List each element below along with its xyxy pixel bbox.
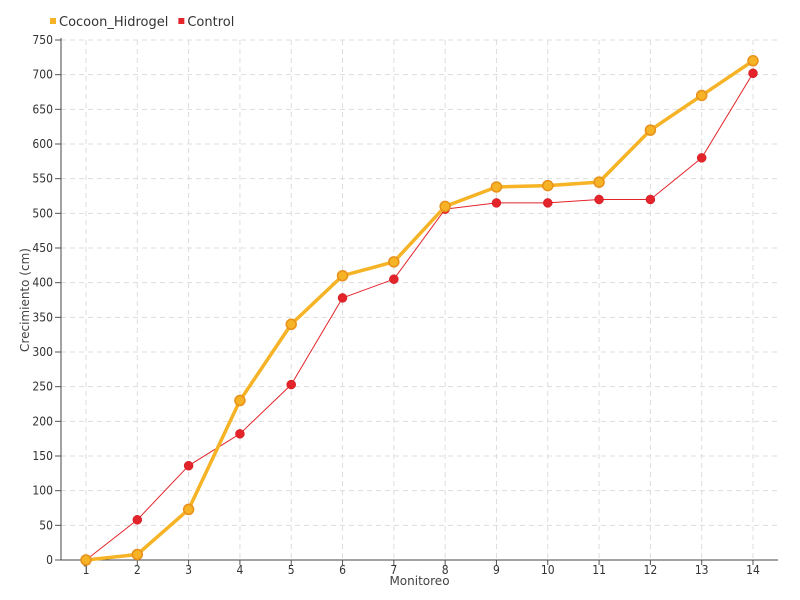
data-point-cocoon-hidrogel[interactable]	[644, 124, 657, 136]
y-axis-title: Crecimiento (cm)	[18, 248, 32, 352]
x-tick-label: 6	[339, 563, 346, 577]
y-tick-label: 600	[32, 137, 53, 151]
data-point-cocoon-hidrogel[interactable]	[182, 503, 195, 516]
x-tick-label: 7	[390, 563, 397, 577]
x-tick-label: 14	[746, 563, 760, 577]
x-tick-label: 10	[541, 563, 555, 577]
data-point-control[interactable]	[543, 198, 553, 208]
x-tick-label: 9	[493, 563, 500, 577]
y-tick-label: 250	[32, 380, 53, 394]
x-tick-label: 12	[644, 563, 658, 577]
data-point-cocoon-hidrogel[interactable]	[234, 394, 246, 407]
x-tick-label: 4	[236, 563, 243, 577]
data-point-cocoon-hidrogel[interactable]	[747, 55, 759, 67]
legend-item-cocoon-hidrogel[interactable]: Cocoon_Hidrogel	[50, 15, 168, 30]
x-tick-label: 3	[185, 563, 192, 577]
series-cocoon-hidrogel	[80, 55, 759, 566]
data-point-control[interactable]	[183, 460, 194, 471]
y-tick-label: 150	[32, 449, 53, 463]
y-tick-label: 200	[32, 414, 53, 428]
data-point-cocoon-hidrogel[interactable]	[80, 554, 92, 566]
y-tick-label: 700	[32, 68, 53, 82]
data-point-control[interactable]	[337, 293, 348, 303]
data-point-control[interactable]	[645, 194, 656, 205]
legend-marker	[178, 18, 185, 24]
x-tick-label: 5	[288, 563, 295, 577]
legend[interactable]: Cocoon_Hidrogel Control	[50, 15, 234, 30]
data-point-cocoon-hidrogel[interactable]	[542, 179, 554, 192]
series-line-control	[85, 73, 754, 561]
y-tick-label: 300	[32, 345, 53, 359]
y-tick-label: 650	[32, 102, 53, 116]
data-point-control[interactable]	[286, 379, 296, 390]
x-tick-label: 13	[695, 563, 709, 577]
x-axis-title: Monitoreo	[389, 574, 449, 588]
data-point-control[interactable]	[389, 274, 399, 284]
data-point-cocoon-hidrogel[interactable]	[336, 269, 349, 282]
y-tick-label: 50	[39, 518, 53, 532]
grid	[61, 39, 778, 560]
x-tick-label: 11	[592, 563, 606, 577]
y-tick-label: 500	[32, 206, 53, 220]
y-tick-label: 450	[32, 241, 53, 255]
data-point-control[interactable]	[696, 153, 707, 163]
data-point-cocoon-hidrogel[interactable]	[490, 181, 503, 193]
data-point-cocoon-hidrogel[interactable]	[695, 89, 708, 102]
x-tick-label: 2	[134, 563, 141, 577]
x-tick-label: 8	[442, 563, 449, 577]
data-point-control[interactable]	[235, 429, 245, 439]
series-control	[81, 68, 758, 565]
y-tick-label: 100	[32, 484, 53, 498]
y-tick-label: 400	[32, 276, 53, 290]
data-point-control[interactable]	[594, 194, 604, 205]
data-point-cocoon-hidrogel[interactable]	[388, 256, 400, 268]
data-point-control[interactable]	[748, 68, 758, 79]
legend-label: Cocoon_Hidrogel	[59, 15, 168, 30]
legend-marker	[50, 18, 56, 24]
y-tick-label: 0	[46, 553, 53, 567]
series	[80, 55, 759, 566]
axes: 0 50 100 150 200 250 300 350 400 450 500 550 600 650 7…	[32, 33, 778, 577]
legend-label: Control	[187, 15, 234, 30]
data-point-control[interactable]	[491, 198, 502, 208]
data-point-cocoon-hidrogel[interactable]	[285, 318, 297, 331]
data-point-control[interactable]	[132, 515, 143, 525]
data-point-cocoon-hidrogel[interactable]	[593, 176, 605, 188]
y-tick-label: 350	[32, 310, 53, 324]
series-line-cocoon-hidrogel	[85, 59, 754, 562]
data-point-cocoon-hidrogel[interactable]	[131, 548, 144, 561]
data-point-cocoon-hidrogel[interactable]	[439, 200, 451, 213]
x-tick-label: 1	[83, 563, 90, 577]
y-tick-label: 750	[32, 33, 53, 47]
legend-item-control[interactable]: Control	[178, 15, 234, 30]
y-tick-label: 550	[32, 172, 53, 186]
